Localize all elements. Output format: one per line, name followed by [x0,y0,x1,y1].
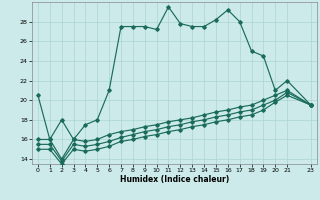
X-axis label: Humidex (Indice chaleur): Humidex (Indice chaleur) [120,175,229,184]
